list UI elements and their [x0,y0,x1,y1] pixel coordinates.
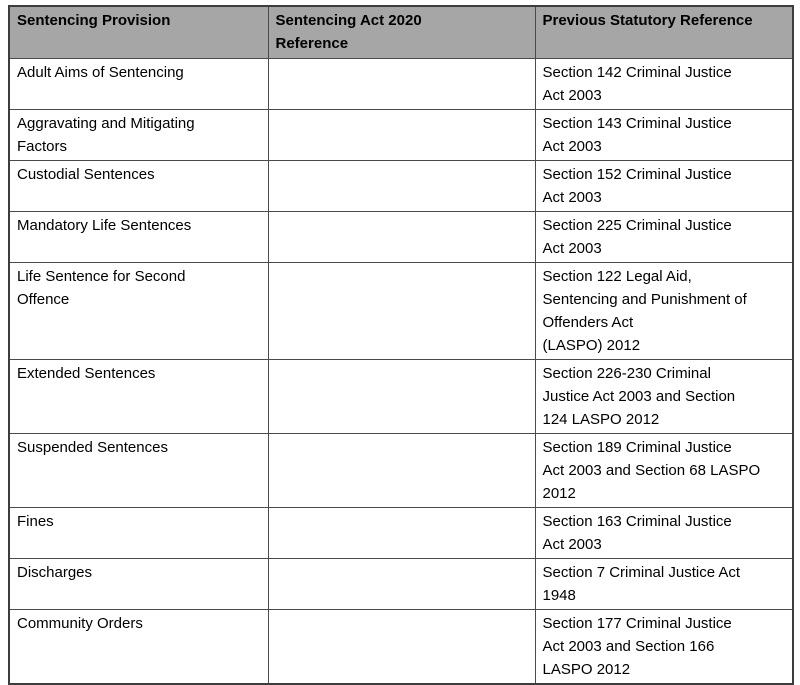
provision-cell: Fines [8,507,269,559]
provision-cell: Life Sentence for Second Offence [8,262,269,360]
table-row: Extended Sentences Section 226-230 Crimi… [8,359,794,434]
provision-cell: Discharges [8,558,269,610]
column-header-sentencing-provision: Sentencing Provision [8,5,269,59]
table-header-row: Sentencing Provision Sentencing Act 2020… [8,5,794,59]
previous-reference-cell: Section 143 Criminal Justice Act 2003 [534,109,794,161]
previous-reference-cell: Section 152 Criminal Justice Act 2003 [534,160,794,212]
previous-reference-cell: Section 142 Criminal Justice Act 2003 [534,58,794,110]
provision-cell: Extended Sentences [8,359,269,434]
act2020-reference-cell [267,211,536,263]
act2020-reference-cell [267,433,536,508]
provision-cell: Aggravating and Mitigating Factors [8,109,269,161]
act2020-reference-cell [267,109,536,161]
sentencing-provisions-table: Sentencing Provision Sentencing Act 2020… [8,5,794,685]
act2020-reference-cell [267,609,536,685]
table-row: Community Orders Section 177 Criminal Ju… [8,609,794,685]
column-header-previous-statutory-reference: Previous Statutory Reference [534,5,794,59]
previous-reference-cell: Section 177 Criminal Justice Act 2003 an… [534,609,794,685]
provision-cell: Mandatory Life Sentences [8,211,269,263]
provision-cell: Custodial Sentences [8,160,269,212]
previous-reference-cell: Section 7 Criminal Justice Act 1948 [534,558,794,610]
provision-cell: Community Orders [8,609,269,685]
document-page: Sentencing Provision Sentencing Act 2020… [8,5,794,685]
table-row: Adult Aims of Sentencing Section 142 Cri… [8,58,794,110]
act2020-reference-cell [267,359,536,434]
previous-reference-cell: Section 225 Criminal Justice Act 2003 [534,211,794,263]
act2020-reference-cell [267,262,536,360]
previous-reference-cell: Section 226-230 Criminal Justice Act 200… [534,359,794,434]
act2020-reference-cell [267,558,536,610]
table-row: Mandatory Life Sentences Section 225 Cri… [8,211,794,263]
previous-reference-cell: Section 163 Criminal Justice Act 2003 [534,507,794,559]
table-row: Life Sentence for Second Offence Section… [8,262,794,360]
table-row: Aggravating and Mitigating Factors Secti… [8,109,794,161]
table-row: Suspended Sentences Section 189 Criminal… [8,433,794,508]
act2020-reference-cell [267,58,536,110]
act2020-reference-cell [267,160,536,212]
table-row: Discharges Section 7 Criminal Justice Ac… [8,558,794,610]
provision-cell: Suspended Sentences [8,433,269,508]
previous-reference-cell: Section 189 Criminal Justice Act 2003 an… [534,433,794,508]
act2020-reference-cell [267,507,536,559]
previous-reference-cell: Section 122 Legal Aid, Sentencing and Pu… [534,262,794,360]
column-header-sentencing-act-2020-reference: Sentencing Act 2020 Reference [267,5,536,59]
provision-cell: Adult Aims of Sentencing [8,58,269,110]
table-row: Fines Section 163 Criminal Justice Act 2… [8,507,794,559]
table-row: Custodial Sentences Section 152 Criminal… [8,160,794,212]
